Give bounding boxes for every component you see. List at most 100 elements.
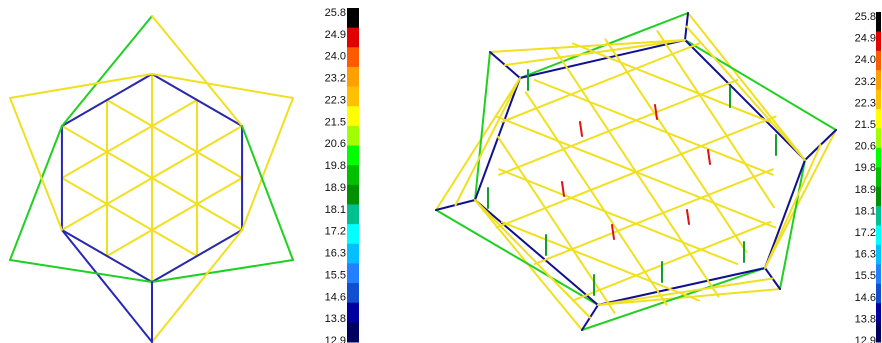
outer-star-member — [764, 129, 837, 269]
colorbar-swatch — [876, 225, 881, 246]
hexagon-edge-member — [151, 229, 244, 283]
colorbar-swatch — [876, 244, 881, 265]
colorbar-tick-label: 17.2 — [325, 226, 346, 238]
colorbar-swatch — [347, 27, 359, 48]
inner-ring-member — [764, 159, 806, 269]
outer-star-member — [474, 199, 591, 319]
colorbar-tick-label: 21.5 — [325, 116, 346, 128]
colorbar-tick-label: 19.8 — [855, 162, 876, 174]
colorbar-swatch — [347, 86, 359, 107]
outer-star-member — [597, 277, 774, 306]
colorbar-tick-label: 18.9 — [325, 182, 346, 194]
outer-star-member — [779, 159, 806, 290]
colorbar-tick-label: 22.3 — [855, 97, 876, 109]
colorbar-tick-label: 24.0 — [855, 54, 876, 66]
colorbar-swatch — [347, 125, 359, 147]
star-tip-member — [60, 15, 153, 127]
colorbar-swatch — [347, 66, 359, 88]
outer-star-member — [764, 144, 822, 269]
colorbar-swatch — [876, 109, 881, 129]
vertical-strut-red — [611, 224, 615, 240]
star-tip-member — [9, 97, 63, 231]
colorbar-tick-label: 13.8 — [855, 313, 876, 325]
colorbar-tick-label: 16.3 — [855, 249, 876, 261]
colorbar-tick-label: 14.6 — [855, 292, 876, 304]
colorbar-tick-label: 24.9 — [855, 33, 876, 45]
colorbar-tick-label: 20.6 — [325, 138, 346, 150]
colorbar-swatch — [347, 322, 359, 343]
grid-member — [571, 221, 772, 302]
truss-member — [60, 177, 199, 257]
grid-member — [533, 79, 774, 176]
grid-member — [498, 79, 739, 176]
colorbar-swatch — [876, 147, 881, 168]
colorbar-swatch — [876, 322, 881, 343]
truss-member — [60, 99, 199, 179]
colorbar-tick-label: 25.8 — [855, 11, 876, 23]
right-deformed-truss-model — [435, 12, 837, 331]
colorbar-tick-label: 24.9 — [325, 29, 346, 41]
colorbar-swatch — [876, 31, 881, 52]
colorbar-tick-label: 21.5 — [855, 119, 876, 131]
colorbar-tick-label: 18.1 — [855, 205, 876, 217]
colorbar-tick-label: 12.9 — [855, 335, 876, 343]
outer-star-member — [435, 209, 599, 306]
vertical-strut-red — [654, 104, 658, 120]
colorbar-swatch — [876, 167, 881, 188]
colorbar-swatch — [347, 145, 359, 166]
colorbar-tick-label: 14.6 — [325, 291, 346, 303]
vertical-strut-red — [707, 149, 711, 165]
truss-member — [105, 99, 244, 179]
hexagon-edge-member — [151, 73, 244, 127]
colorbar-swatch — [876, 12, 881, 32]
colorbar-swatch — [876, 128, 881, 149]
star-tip-member — [9, 259, 153, 283]
colorbar-swatch — [876, 50, 881, 71]
grid-member — [497, 135, 616, 314]
inner-ring-member — [519, 39, 686, 79]
colorbar-swatch — [347, 224, 359, 245]
colorbar-tick-label: 12.9 — [325, 335, 346, 343]
vertical-strut-red — [686, 209, 690, 225]
colorbar-tick-label: 23.2 — [855, 76, 876, 88]
colorbar-swatch — [347, 243, 359, 264]
star-tip-member — [151, 259, 294, 283]
grid-member — [500, 42, 701, 123]
colorbar-tick-label: 19.8 — [325, 160, 346, 172]
colorbar-swatch — [347, 263, 359, 284]
grid-member — [604, 38, 748, 253]
colorbar-swatch — [347, 302, 359, 323]
colorbar-swatch — [876, 264, 881, 285]
grid-member — [495, 115, 777, 229]
colorbar-swatch — [876, 206, 881, 227]
colorbar-swatch — [347, 204, 359, 225]
colorbar-swatch — [347, 8, 359, 29]
colorbar-tick-label: 15.5 — [325, 269, 346, 281]
outer-star-member — [454, 77, 521, 206]
colorbar-swatch — [347, 47, 359, 68]
star-tip-member — [9, 73, 153, 99]
hexagon-edge-member — [60, 73, 153, 127]
colorbar-tick-label: 22.3 — [325, 94, 346, 106]
truss-member — [105, 177, 244, 257]
outer-star-member — [687, 12, 806, 161]
outer-star-member — [435, 77, 521, 211]
outer-star-member — [504, 39, 686, 66]
colorbar-tick-label: 17.2 — [855, 227, 876, 239]
inner-ring-member — [474, 77, 521, 201]
colorbar-swatch — [876, 186, 881, 207]
grid-member — [656, 30, 775, 209]
colorbar-tick-label: 16.3 — [325, 248, 346, 260]
colorbar-tick-label: 13.8 — [325, 313, 346, 325]
vertical-strut-red — [579, 121, 583, 137]
vertical-strut-red — [561, 181, 565, 197]
star-tip-member — [151, 229, 244, 343]
outer-star-member — [684, 39, 837, 131]
star-tip-member — [241, 125, 294, 261]
colorbar-tick-label: 23.2 — [325, 73, 346, 85]
colorbar-swatch — [876, 283, 881, 304]
grid-member — [533, 168, 774, 265]
grid-member — [498, 168, 739, 265]
colorbar-swatch — [347, 283, 359, 304]
